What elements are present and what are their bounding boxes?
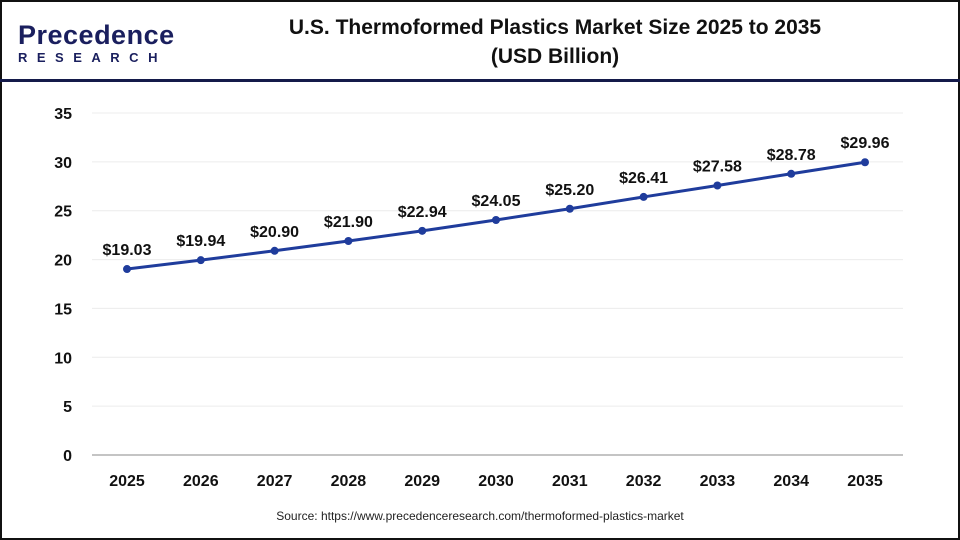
data-point: [123, 265, 131, 274]
data-label: $21.90: [324, 214, 373, 231]
data-point: [861, 158, 869, 167]
data-point: [639, 192, 648, 201]
y-tick-label: 35: [54, 106, 72, 123]
source-note: Source: https://www.precedenceresearch.c…: [276, 509, 684, 523]
data-point: [270, 246, 279, 255]
chart-title: U.S. Thermoformed Plastics Market Size 2…: [240, 13, 870, 71]
data-label: $24.05: [472, 193, 521, 210]
data-point: [418, 226, 427, 235]
x-tick-label: 2031: [552, 473, 588, 490]
x-tick-label: 2033: [700, 473, 736, 490]
logo-subtext: RESEARCH: [18, 50, 167, 65]
x-tick-label: 2030: [478, 473, 514, 490]
data-point: [492, 215, 500, 224]
logo-text: Precedence: [18, 20, 175, 50]
series-line: [126, 160, 866, 271]
data-point: [565, 204, 574, 213]
data-label: $28.78: [767, 147, 816, 164]
data-point: [196, 256, 205, 265]
x-tick-label: 2027: [257, 473, 293, 490]
data-label: $19.94: [176, 233, 225, 250]
x-tick-label: 2032: [626, 473, 662, 490]
header-divider: [0, 79, 960, 82]
data-label: $29.96: [841, 135, 890, 152]
y-tick-label: 5: [63, 399, 72, 416]
data-label: $19.03: [103, 242, 152, 259]
y-tick-label: 30: [54, 155, 72, 172]
y-tick-label: 25: [54, 204, 72, 221]
y-tick-label: 0: [63, 448, 72, 465]
title-line-2: (USD Billion): [490, 45, 620, 68]
data-label: $25.20: [545, 182, 594, 199]
data-label: $27.58: [693, 159, 742, 176]
data-point: [713, 181, 722, 190]
title-line-1: U.S. Thermoformed Plastics Market Size 2…: [288, 16, 822, 39]
x-tick-label: 2026: [183, 473, 219, 490]
precedence-research-logo: Precedence RESEARCH: [18, 20, 175, 66]
y-tick-label: 20: [54, 253, 72, 270]
x-tick-label: 2034: [773, 473, 809, 490]
x-tick-label: 2025: [109, 473, 145, 490]
data-point: [787, 169, 796, 178]
y-tick-label: 10: [54, 350, 72, 367]
y-tick-label: 15: [54, 301, 72, 318]
x-tick-label: 2035: [847, 473, 883, 490]
data-point: [344, 237, 353, 246]
data-label: $22.94: [398, 204, 447, 221]
data-label: $26.41: [619, 170, 668, 187]
x-tick-label: 2029: [404, 473, 440, 490]
x-tick-label: 2028: [331, 473, 367, 490]
data-label: $20.90: [250, 224, 299, 241]
